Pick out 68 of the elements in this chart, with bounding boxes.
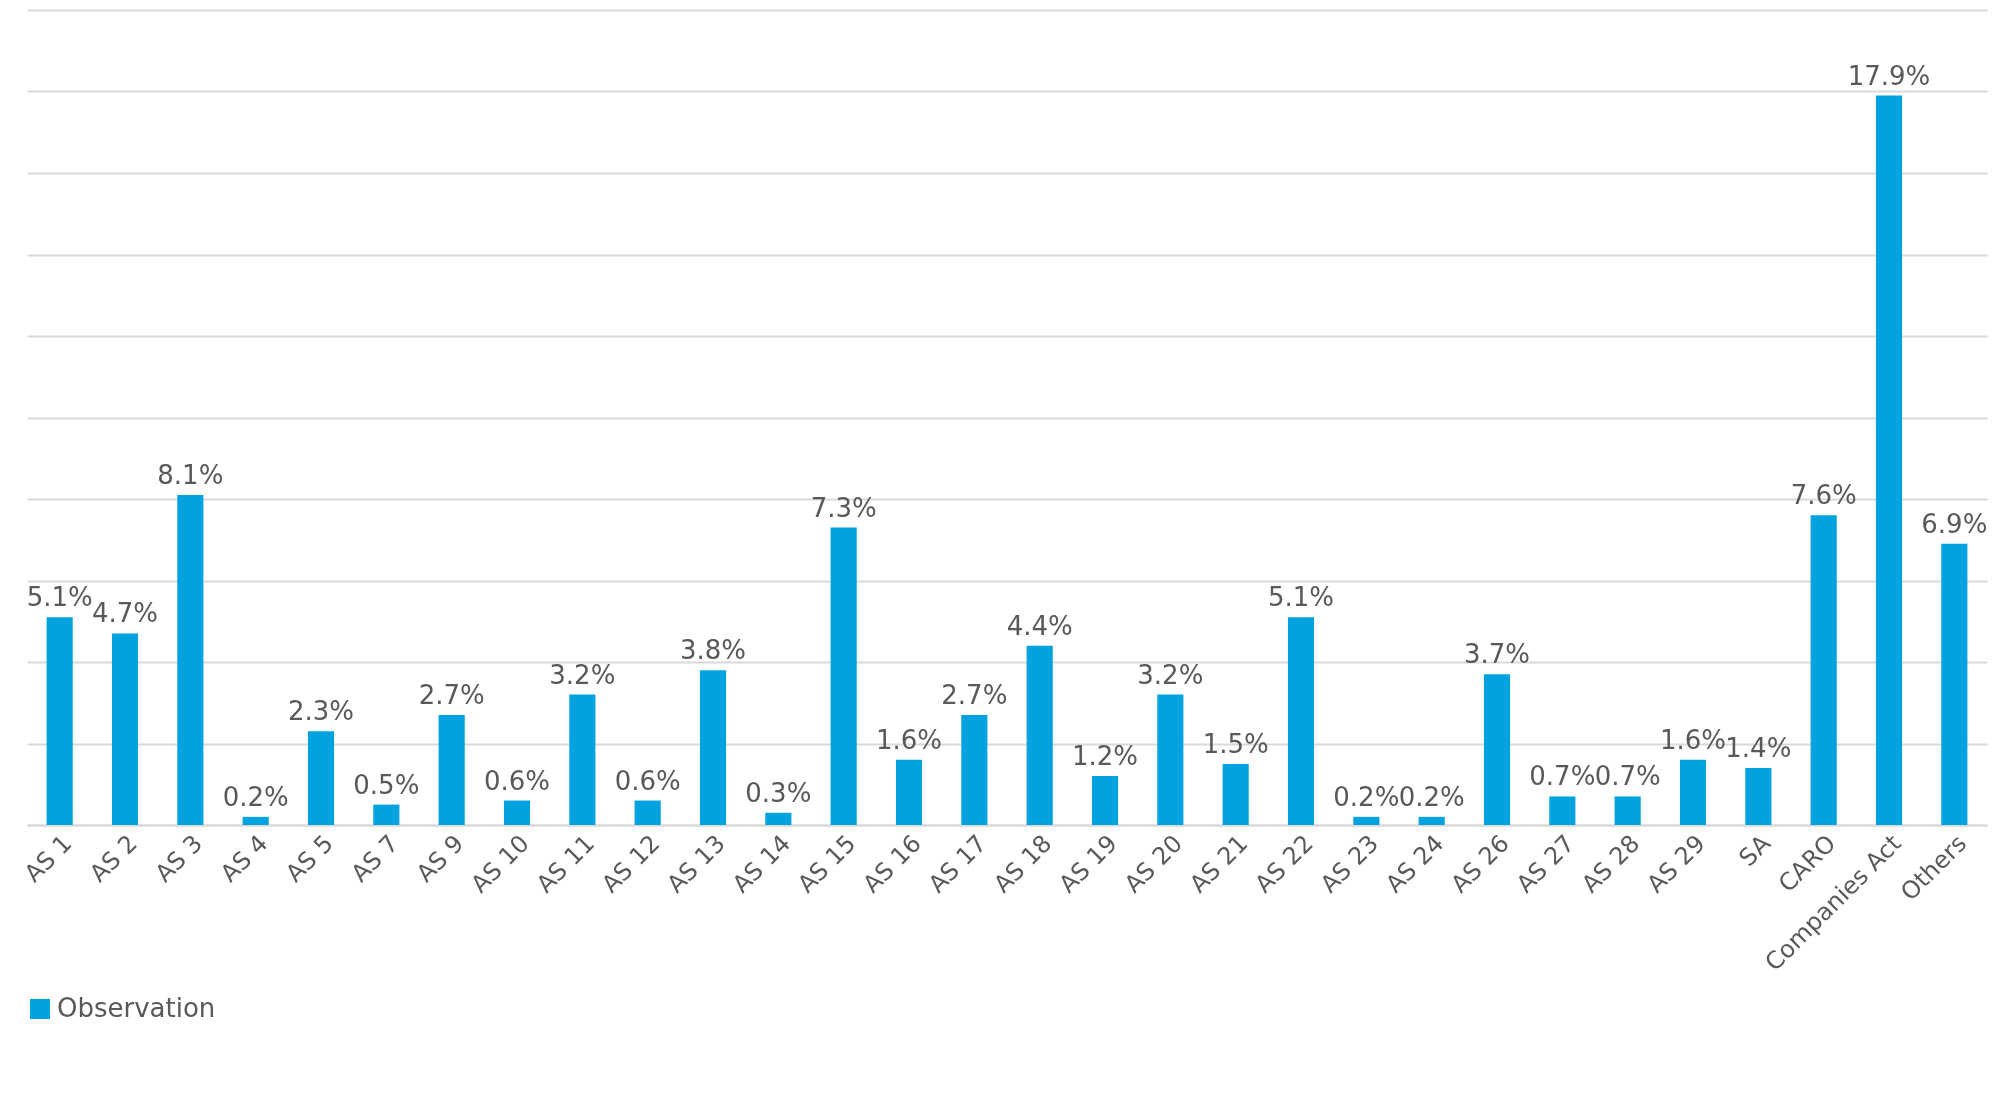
data-label: 0.2%: [222, 781, 289, 812]
bar: [307, 731, 335, 825]
bar: [373, 804, 400, 825]
data-label: 3.8%: [679, 635, 747, 666]
bar: [765, 812, 792, 825]
bar: [1418, 816, 1445, 825]
bar: [111, 633, 139, 825]
data-label: 0.6%: [614, 765, 681, 796]
bar: [438, 714, 465, 825]
data-label: 7.3%: [810, 492, 877, 523]
data-label: 0.3%: [745, 777, 812, 808]
data-label: 6.9%: [1921, 508, 1988, 539]
bar: [1222, 763, 1249, 825]
data-label: 5.1%: [1267, 582, 1335, 613]
bar: [177, 494, 204, 825]
data-label: 4.4%: [1006, 610, 1073, 641]
x-tick-label: AS 1: [18, 829, 78, 888]
data-label: 0.7%: [1594, 761, 1661, 792]
data-label: 3.2%: [549, 659, 616, 690]
data-label: 1.5%: [1202, 728, 1269, 759]
x-tick-label: SA: [1733, 828, 1777, 872]
bar: [634, 800, 661, 825]
data-label: 7.6%: [1790, 480, 1857, 511]
x-tick-label: AS 7: [345, 829, 405, 888]
data-label: 0.5%: [353, 769, 420, 800]
data-label: 17.9%: [1847, 60, 1931, 91]
data-label: 3.7%: [1463, 639, 1531, 670]
bar: [1875, 95, 1903, 825]
bar: [699, 670, 727, 825]
data-label: 1.6%: [1659, 724, 1727, 755]
bar: [1614, 796, 1641, 825]
legend-label: Observation: [57, 993, 216, 1023]
x-tick-label: AS 5: [280, 829, 339, 888]
bar: [1810, 515, 1837, 825]
data-label: 3.2%: [1137, 659, 1204, 690]
bar: [961, 714, 988, 825]
bar: [569, 694, 596, 825]
data-label: 5.1%: [26, 582, 93, 613]
data-label: 8.1%: [157, 459, 224, 490]
bar: [1353, 816, 1380, 825]
data-label: 1.6%: [875, 724, 943, 755]
data-label: 2.7%: [418, 679, 485, 710]
data-label: 0.2%: [1333, 781, 1400, 812]
bar: [1679, 759, 1707, 825]
bar: [503, 800, 531, 825]
data-label: 0.2%: [1398, 781, 1465, 812]
data-label: 2.7%: [941, 679, 1008, 710]
bar: [1549, 796, 1576, 825]
x-tick-label: AS 3: [149, 829, 209, 888]
bar: [830, 527, 857, 825]
bar: [1483, 674, 1511, 825]
x-tick-label: AS 2: [84, 829, 143, 888]
data-label: 0.7%: [1529, 761, 1596, 792]
bar: [1026, 645, 1053, 825]
bar: [895, 759, 923, 825]
bar: [1157, 694, 1184, 825]
bar: [1091, 776, 1119, 825]
data-label: 0.6%: [483, 765, 551, 796]
bar: [242, 816, 269, 825]
x-tick-label: AS 4: [214, 829, 274, 888]
data-label: 2.3%: [287, 696, 355, 727]
bar: [1745, 767, 1772, 825]
data-label: 1.4%: [1725, 732, 1792, 763]
bar: [1941, 543, 1968, 825]
bar: [46, 617, 73, 825]
bar: [1287, 617, 1315, 825]
data-label: 1.2%: [1071, 741, 1139, 772]
data-label: 4.7%: [91, 598, 159, 629]
